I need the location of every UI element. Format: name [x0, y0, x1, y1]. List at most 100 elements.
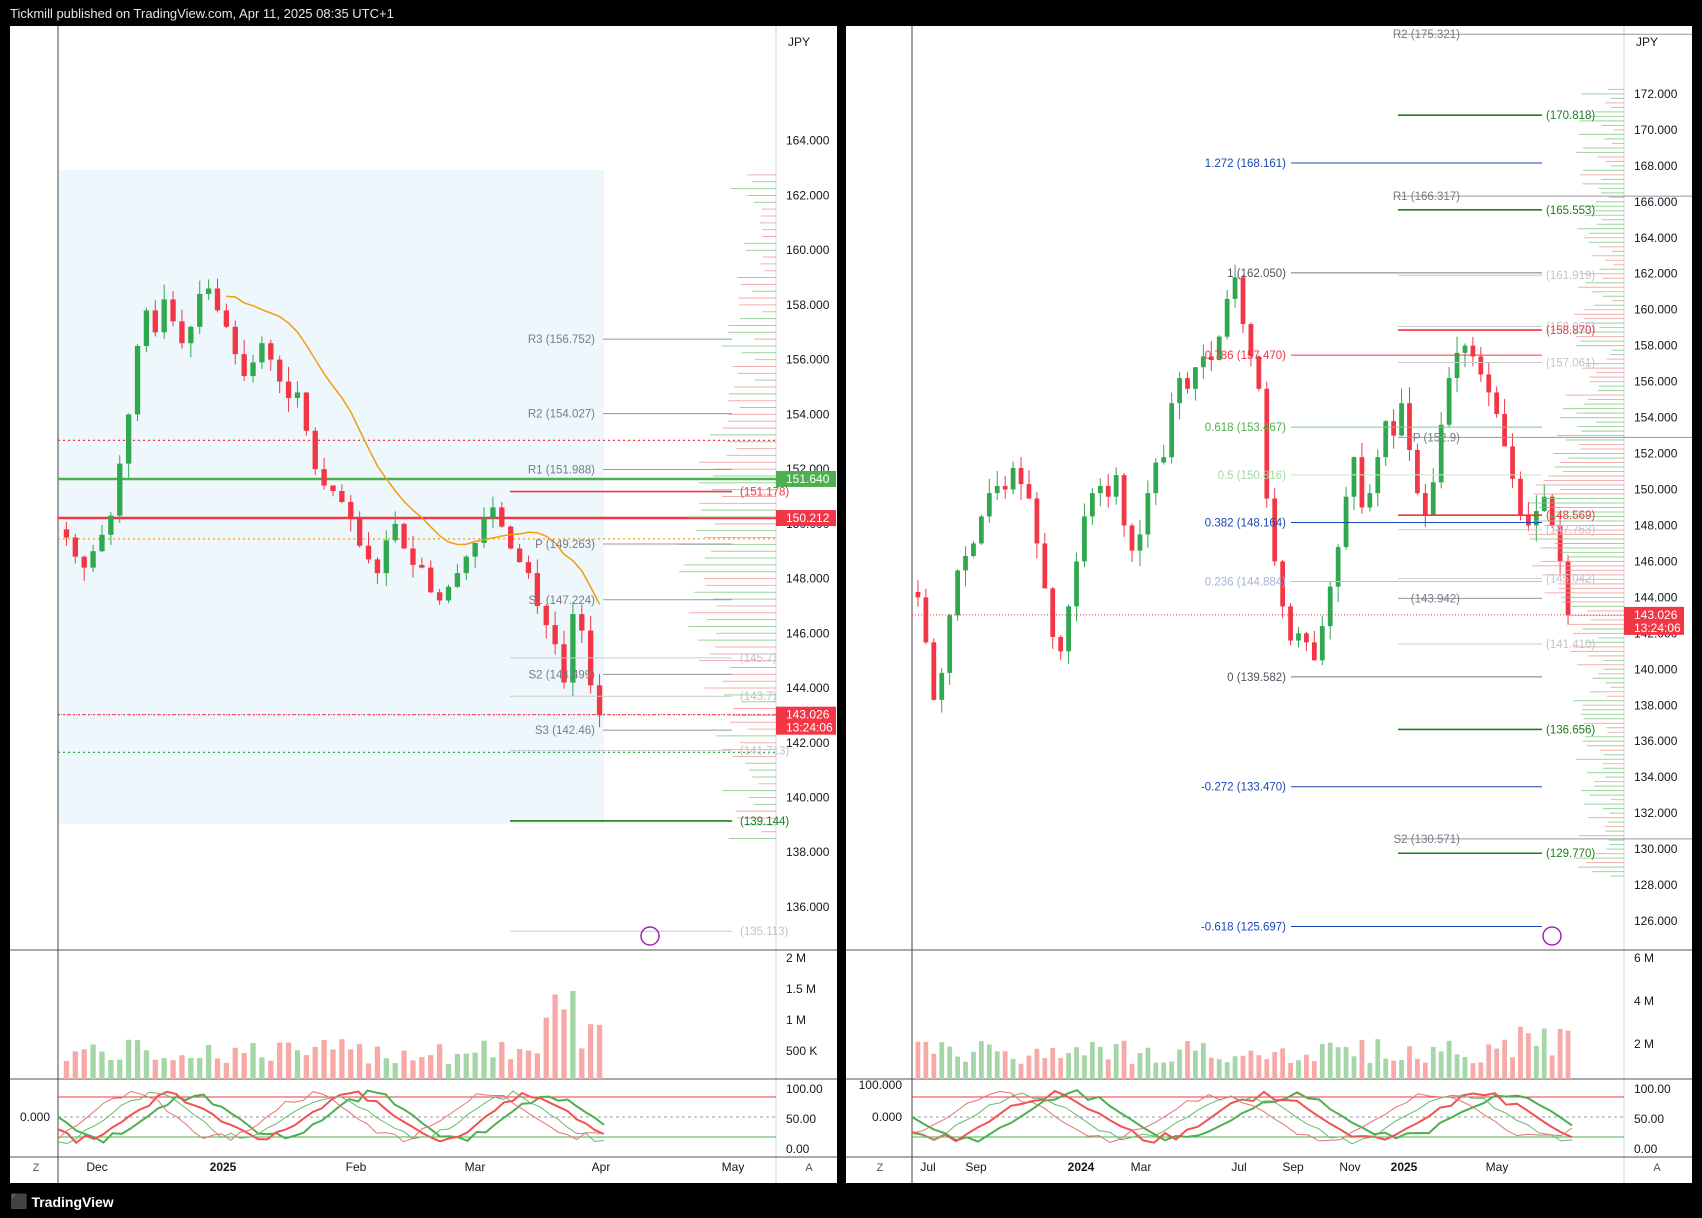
volume-bar: [543, 1017, 549, 1079]
candle-body: [99, 534, 105, 552]
level-label: (161.919): [1546, 270, 1595, 282]
alert-icon: [640, 926, 660, 946]
candle-body: [1478, 356, 1484, 375]
candle-body: [356, 518, 363, 546]
left-chart-canvas[interactable]: JPY 164.000 162.000 160.000 158.000 156.000 15…: [10, 26, 837, 1183]
level-label: P (149.263): [535, 539, 595, 551]
volume-tick-label: 4 M: [1634, 994, 1654, 1008]
volume-bar: [277, 1042, 283, 1079]
level-label: 0.382 (148.164): [1205, 518, 1286, 530]
volume-tick-label: 2 M: [1634, 1037, 1654, 1051]
volume-bar: [1137, 1052, 1143, 1079]
candle-body: [1240, 277, 1246, 325]
volume-bar: [294, 1050, 301, 1079]
x-tick-label: Dec: [86, 1160, 107, 1174]
candle-body: [81, 556, 87, 568]
volume-bar: [1446, 1040, 1452, 1079]
volume-bar: [1367, 1062, 1373, 1079]
volume-bar: [303, 1055, 310, 1079]
level-label: (139.144): [740, 816, 789, 828]
candle-body: [923, 597, 929, 643]
candle-body: [277, 359, 283, 382]
volume-bar: [1161, 1062, 1167, 1079]
candle-body: [90, 551, 96, 568]
candle-body: [543, 605, 549, 626]
volume-bar: [1185, 1041, 1190, 1079]
level-label: R1 (151.988): [528, 464, 595, 476]
volume-tick-label: 500 K: [786, 1044, 817, 1058]
candle-body: [1105, 485, 1111, 497]
volume-bar: [1121, 1040, 1127, 1079]
candle-body: [1018, 467, 1024, 485]
candle-body: [419, 564, 425, 568]
candle-body: [1407, 403, 1412, 450]
volume-bar: [1486, 1044, 1492, 1079]
volume-bar: [939, 1042, 945, 1079]
y-tick-label: 156.000: [786, 353, 830, 367]
level-label: S2 (144.499): [529, 669, 596, 681]
candle-body: [1050, 588, 1056, 637]
candle-body: [939, 672, 945, 700]
candle-body: [1200, 356, 1206, 368]
volume-bar: [1113, 1044, 1119, 1079]
candle-body: [1391, 421, 1397, 436]
oscillator-line: [57, 1090, 605, 1143]
candle-body: [516, 548, 523, 563]
volume-bar: [1510, 1057, 1515, 1079]
volume-bar: [1169, 1061, 1175, 1079]
level-label: R3 (156.752): [528, 334, 595, 346]
candle-body: [161, 299, 167, 333]
y-tick-label: 164.000: [786, 134, 830, 148]
candle-body: [410, 548, 416, 565]
auto-scale-button: A: [1653, 1162, 1661, 1174]
volume-bar: [170, 1060, 176, 1079]
volume-bar: [365, 1063, 372, 1079]
level-label: 0 (139.582): [1227, 672, 1286, 684]
x-tick-label: Jul: [1231, 1160, 1246, 1174]
volume-bar: [1454, 1054, 1460, 1079]
candle-body: [1438, 424, 1444, 483]
volume-bar: [374, 1046, 381, 1079]
y-tick-label: 154.000: [1634, 411, 1678, 425]
volume-bar: [1248, 1050, 1254, 1079]
chart-panel-left[interactable]: JPY 164.000 162.000 160.000 158.000 156.000 15…: [10, 26, 837, 1183]
candle-body: [1153, 462, 1159, 494]
candle-body: [963, 556, 968, 571]
right-chart-canvas[interactable]: JPY 172.000 170.000 168.000 166.000 164.000 16…: [846, 26, 1692, 1183]
x-tick-label: Sep: [965, 1160, 987, 1174]
candle-body: [1359, 457, 1365, 508]
candle-body: [259, 343, 265, 363]
candle-body: [1399, 403, 1404, 436]
volume-bar: [1050, 1047, 1056, 1079]
candle-body: [1002, 485, 1008, 490]
osc-tick-label: 50.00: [1634, 1112, 1664, 1126]
volume-bar: [994, 1051, 1000, 1079]
volume-bar: [963, 1061, 968, 1079]
volume-bar: [561, 1009, 567, 1079]
volume-bar: [81, 1049, 87, 1079]
volume-bar: [1319, 1043, 1325, 1079]
level-label: (158.870): [1546, 325, 1595, 337]
y-tick-label: 134.000: [1634, 770, 1678, 784]
x-tick-label: May: [1486, 1160, 1509, 1174]
candle-body: [1351, 457, 1357, 497]
chart-panel-right[interactable]: JPY 172.000 170.000 168.000 166.000 164.000 16…: [846, 26, 1692, 1183]
candle-body: [1082, 516, 1087, 562]
zoom-button-z: Z: [877, 1162, 884, 1174]
volume-bar: [436, 1044, 443, 1079]
volume-bar: [134, 1040, 141, 1079]
candle-body: [1541, 496, 1547, 512]
y-tick-label: 166.000: [1634, 195, 1678, 209]
volume-bar: [1502, 1039, 1507, 1079]
volume-bar: [1089, 1042, 1095, 1079]
volume-bar: [986, 1044, 992, 1079]
osc-left-label: 0.000: [20, 1110, 50, 1124]
candle-body: [994, 485, 1000, 494]
y-tick-label: 142.000: [786, 736, 830, 750]
volume-bar: [534, 1053, 541, 1079]
volume-bar: [223, 1062, 230, 1079]
tradingview-logo-text: TradingView: [31, 1193, 114, 1210]
volume-bar: [1066, 1052, 1071, 1079]
level-label: (141.713): [740, 746, 789, 758]
volume-bar: [1430, 1046, 1436, 1079]
